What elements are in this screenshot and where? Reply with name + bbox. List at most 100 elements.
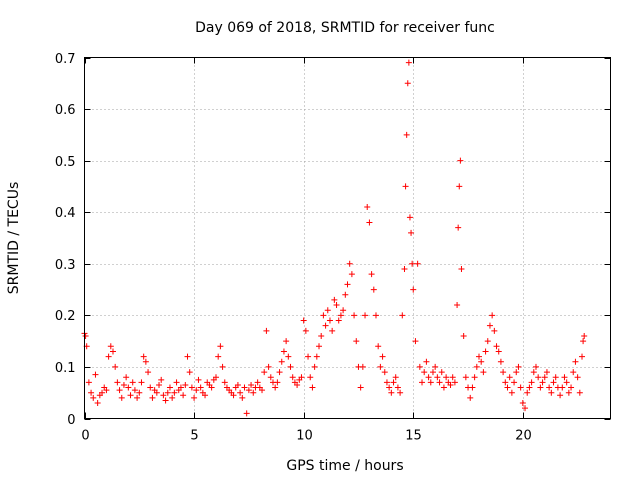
data-point [409,260,416,267]
data-point [457,157,464,164]
data-point [294,381,301,388]
data-point [298,374,305,381]
data-point [580,338,587,345]
data-point [425,374,432,381]
data-point [342,291,349,298]
data-point [364,204,371,211]
data-point [375,343,382,350]
data-point [362,312,369,319]
data-point [331,296,338,303]
data-point [219,363,226,370]
data-point [191,394,198,401]
data-point [402,183,409,190]
data-point [221,379,228,386]
data-point [572,358,579,365]
data-point [440,384,447,391]
data-point [215,353,222,360]
data-point [147,384,154,391]
data-point [166,384,173,391]
data-point [476,353,482,360]
data-point [283,338,290,345]
data-point [250,389,257,396]
data-point [114,379,121,386]
data-point [423,358,430,365]
data-point [340,307,347,314]
data-point [370,286,377,293]
data-point [145,369,152,376]
data-point [259,387,266,394]
data-point [237,389,244,396]
data-point [513,369,520,376]
data-point [305,353,312,360]
data-point [94,400,101,407]
data-point [366,219,373,226]
data-point [478,358,485,365]
data-point [164,389,171,396]
plot-frame [84,57,611,419]
data-point [565,389,572,396]
data-point [248,381,255,388]
data-point [153,389,160,396]
data-point [316,343,323,350]
data-point [541,374,548,381]
data-point [429,369,436,376]
data-point [467,394,474,401]
data-point [427,379,434,386]
data-point [405,59,412,66]
data-point [559,384,566,391]
data-point [386,384,393,391]
data-point [182,381,189,388]
data-point [120,381,127,388]
data-point [326,317,333,324]
data-point [217,343,224,350]
data-point [401,265,408,272]
data-point [561,374,568,381]
data-point [173,379,180,386]
data-point [406,214,413,221]
data-point [484,338,491,345]
data-point [118,394,125,401]
data-point [140,353,147,360]
data-point [486,322,493,329]
data-point [351,312,358,319]
data-point [138,379,145,386]
data-point [278,358,285,365]
data-point [267,374,274,381]
data-point [471,374,478,381]
data-point [539,379,546,386]
data-point [160,392,167,399]
data-point [184,353,191,360]
data-point [480,369,487,376]
data-point [125,384,132,391]
data-point [313,353,320,360]
data-point [193,387,200,394]
axes: 0 0.1 0.2 0.3 0.4 0.5 0.6 0.7 0 5 10 15 20 [55,52,611,444]
data-point [92,371,99,378]
data-point [537,384,544,391]
data-point [581,332,588,339]
data-point [280,348,287,355]
data-point [493,343,500,350]
data-point [245,387,252,394]
data-point [123,374,130,381]
data-point [432,363,439,370]
data-point [383,379,390,386]
data-point [276,369,283,376]
data-point [263,327,270,334]
data-point [320,312,327,319]
data-point [353,338,360,345]
x-tick-label: 10 [296,429,313,444]
data-point [105,353,112,360]
data-point [489,312,496,319]
data-point [438,369,445,376]
y-tick-label: 0.4 [55,206,76,221]
data-point [116,387,123,394]
data-point [504,384,511,391]
data-point [511,379,518,386]
x-axis-label: GPS time / hours [286,458,403,474]
data-point [574,374,581,381]
y-tick-label: 0 [67,413,75,428]
data-point [530,369,537,376]
data-point [348,271,355,278]
data-point [134,394,141,401]
